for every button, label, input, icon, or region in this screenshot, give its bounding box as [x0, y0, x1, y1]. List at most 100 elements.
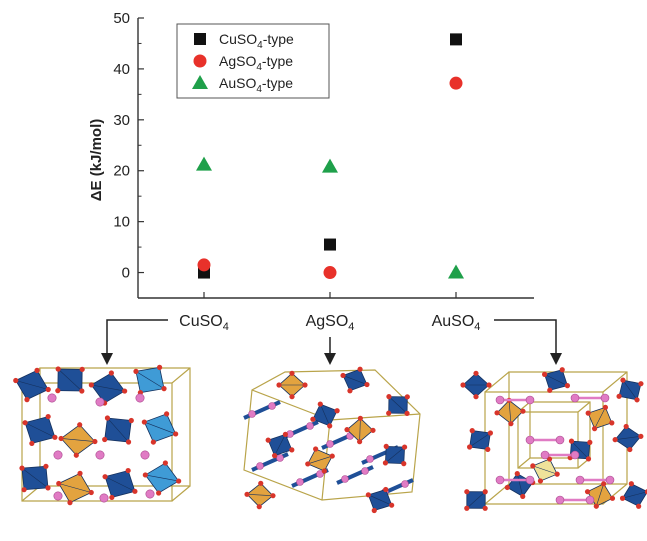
oxygen-atom: [486, 382, 492, 388]
oxygen-atom: [401, 444, 408, 450]
metal-atom: [605, 475, 615, 485]
oxygen-atom: [389, 502, 395, 508]
legend-label-triangle: AuSO4-type: [219, 75, 293, 95]
y-tick-label: 20: [113, 163, 130, 180]
arrow-cuso4: [101, 319, 168, 365]
metal-atom: [525, 475, 535, 485]
metal-atom: [525, 395, 535, 405]
y-tick-label: 10: [113, 214, 130, 231]
oxygen-atom: [133, 368, 139, 374]
oxygen-atom: [150, 439, 156, 445]
oxygen-atom: [591, 426, 598, 432]
oxygen-atom: [365, 492, 371, 498]
oxygen-atom: [347, 388, 353, 394]
oxygen-atom: [593, 503, 599, 509]
metal-atom: [600, 393, 610, 403]
oxygen-atom: [584, 489, 591, 495]
point-triangle-cuso4: [196, 156, 212, 171]
oxygen-atom: [21, 487, 27, 493]
oxygen-atom: [141, 419, 147, 425]
oxygen-atom: [162, 460, 168, 466]
oxygen-atom: [559, 367, 565, 373]
crystal-structures: [13, 364, 647, 514]
oxygen-atom: [585, 456, 592, 462]
metal-atom: [268, 402, 276, 410]
oxygen-atom: [317, 401, 323, 407]
oxygen-atom: [289, 370, 295, 376]
oxygen-atom: [628, 481, 634, 487]
oxygen-atom: [357, 415, 363, 421]
point-square-agso4: [324, 238, 336, 251]
oxygen-atom: [29, 440, 35, 447]
arrow-auso4: [494, 319, 562, 365]
oxygen-atom: [173, 431, 179, 437]
oxygen-atom: [383, 443, 389, 449]
metal-atom: [95, 450, 105, 460]
oxygen-atom: [244, 491, 250, 497]
oxygen-atom: [344, 427, 350, 433]
oxygen-atom: [386, 394, 392, 400]
oxygen-atom: [156, 364, 163, 370]
metal-atom: [256, 462, 264, 470]
unit-cell: [508, 371, 628, 485]
structure-cuso4: [13, 364, 191, 506]
oxygen-atom: [52, 434, 58, 440]
oxygen-atom: [122, 388, 128, 394]
oxygen-atom: [24, 397, 30, 403]
legend-marker-triangle: [192, 75, 208, 89]
oxygen-atom: [13, 377, 19, 384]
oxygen-atom: [45, 485, 51, 491]
oxygen-atom: [386, 410, 392, 416]
x-tick-label-auso4: AuSO4: [432, 313, 481, 333]
oxygen-atom: [132, 488, 138, 494]
oxygen-atom: [541, 371, 548, 377]
x-tick-label-cuso4: CuSO4: [179, 313, 229, 333]
oxygen-atom: [404, 410, 410, 416]
oxygen-atom: [327, 423, 333, 429]
metal-atom: [525, 435, 535, 445]
oxygen-atom: [514, 470, 520, 477]
oxygen-atom: [265, 437, 271, 443]
oxygen-atom: [92, 438, 98, 445]
oxygen-atom: [644, 489, 647, 495]
oxygen-atom: [77, 422, 83, 428]
structure-arrows: [101, 319, 562, 365]
oxygen-atom: [554, 471, 560, 477]
point-circle-cuso4: [197, 258, 211, 272]
oxygen-atom: [638, 381, 644, 387]
point-square-auso4: [450, 33, 462, 46]
oxygen-atom: [302, 382, 308, 388]
metal-atom: [575, 475, 585, 485]
oxygen-atom: [537, 478, 544, 484]
oxygen-atom: [321, 468, 327, 474]
oxygen-atom: [636, 503, 642, 509]
legend-label-square: CuSO4-type: [219, 31, 294, 51]
y-tick-label: 50: [113, 10, 130, 27]
oxygen-atom: [73, 452, 79, 458]
oxygen-atom: [104, 415, 111, 421]
metal-atom: [570, 450, 580, 460]
oxygen-atom: [547, 387, 553, 393]
oxygen-atom: [340, 372, 346, 379]
metal-atom: [361, 467, 369, 475]
y-tick-label: 0: [122, 265, 130, 282]
structure-agso4: [243, 366, 421, 514]
oxygen-atom: [508, 421, 514, 427]
metal-atom: [326, 440, 334, 448]
oxygen-atom: [530, 463, 536, 469]
metal-atom: [296, 478, 304, 486]
oxygen-atom: [620, 377, 626, 383]
oxygen-atom: [520, 493, 526, 500]
metal-atom: [99, 493, 109, 503]
oxygen-atom: [156, 490, 162, 496]
oxygen-atom: [568, 438, 575, 444]
oxygen-atom: [601, 481, 607, 487]
metal-atom: [555, 435, 565, 445]
oxygen-atom: [638, 433, 644, 439]
metal-atom: [53, 450, 63, 460]
oxygen-atom: [404, 394, 410, 400]
oxygen-atom: [623, 423, 629, 430]
metal-atom: [276, 454, 284, 462]
oxygen-atom: [487, 430, 494, 436]
oxygen-atom: [79, 388, 85, 394]
